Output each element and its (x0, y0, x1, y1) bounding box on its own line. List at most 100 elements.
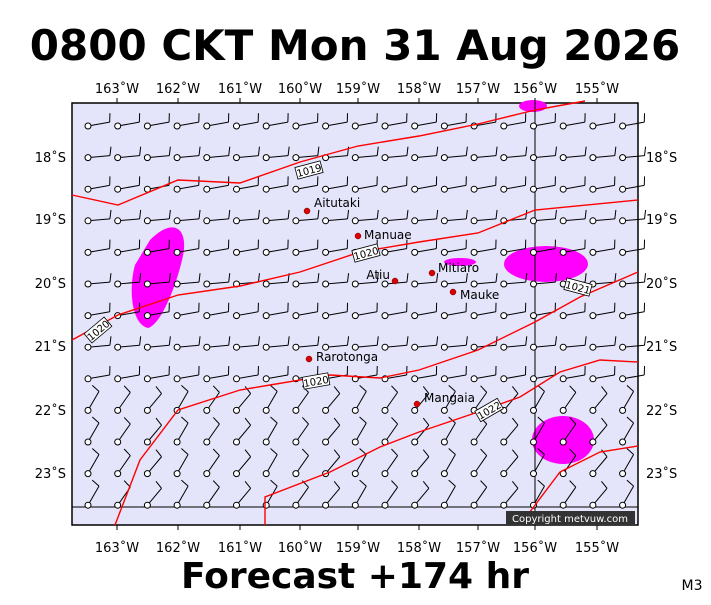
station (234, 249, 240, 255)
station (174, 155, 180, 161)
station (471, 155, 477, 161)
station (204, 471, 210, 477)
place-dot (304, 208, 310, 214)
station (352, 155, 358, 161)
lat-label: 18˚S (35, 150, 66, 166)
lon-label: 161˚W (218, 540, 262, 556)
station (293, 249, 299, 255)
station (531, 313, 537, 319)
lat-label: 21˚S (35, 339, 66, 355)
station (85, 281, 91, 287)
station (590, 313, 596, 319)
place-dot (306, 356, 312, 362)
lat-label: 19˚S (646, 212, 677, 228)
lon-label: 155˚W (575, 81, 619, 97)
station (382, 344, 388, 350)
station (234, 186, 240, 192)
station (144, 376, 150, 382)
station (441, 123, 447, 129)
station (204, 407, 210, 413)
station (204, 344, 210, 350)
station (234, 471, 240, 477)
station (352, 407, 358, 413)
station (382, 313, 388, 319)
station (441, 186, 447, 192)
station (531, 218, 537, 224)
station (441, 376, 447, 382)
lon-label: 156˚W (513, 81, 557, 97)
station (441, 155, 447, 161)
station (590, 407, 596, 413)
station (85, 344, 91, 350)
station (204, 155, 210, 161)
station (471, 439, 477, 445)
station (501, 281, 507, 287)
station (234, 407, 240, 413)
station (115, 376, 121, 382)
lat-label: 20˚S (646, 276, 677, 292)
station (263, 249, 269, 255)
precip-area (504, 246, 588, 282)
station (323, 407, 329, 413)
place-dot (429, 270, 435, 276)
station (412, 376, 418, 382)
station (620, 502, 626, 508)
lon-label: 157˚W (456, 81, 500, 97)
station (263, 155, 269, 161)
station (263, 344, 269, 350)
place-name: Atiu (366, 268, 390, 282)
station (144, 344, 150, 350)
place-name: Mitiaro (438, 261, 479, 275)
station (174, 123, 180, 129)
station (115, 344, 121, 350)
place-name: Rarotonga (316, 350, 378, 364)
station (174, 376, 180, 382)
station (352, 218, 358, 224)
station (293, 407, 299, 413)
station (412, 218, 418, 224)
station (85, 439, 91, 445)
station (293, 344, 299, 350)
station (204, 439, 210, 445)
station (441, 218, 447, 224)
station (501, 313, 507, 319)
station (352, 439, 358, 445)
station (560, 439, 566, 445)
place-dot (392, 278, 398, 284)
station (323, 439, 329, 445)
station (412, 155, 418, 161)
station (620, 249, 626, 255)
station (263, 502, 269, 508)
station (204, 376, 210, 382)
lon-label: 160˚W (278, 540, 322, 556)
place-name: Mangaia (424, 391, 475, 405)
station (144, 407, 150, 413)
place-name: Mauke (460, 288, 499, 302)
station (412, 407, 418, 413)
station (382, 471, 388, 477)
station (531, 439, 537, 445)
lon-label: 159˚W (336, 81, 380, 97)
station (590, 439, 596, 445)
station (85, 155, 91, 161)
station (293, 439, 299, 445)
station (620, 407, 626, 413)
station (85, 186, 91, 192)
station (620, 281, 626, 287)
station (234, 439, 240, 445)
station (501, 123, 507, 129)
lon-label: 162˚W (156, 540, 200, 556)
station (293, 281, 299, 287)
station (115, 249, 121, 255)
lon-label: 162˚W (156, 81, 200, 97)
station (85, 407, 91, 413)
lon-label: 163˚W (95, 540, 139, 556)
station (234, 502, 240, 508)
station (174, 439, 180, 445)
station (263, 313, 269, 319)
place-dot (355, 233, 361, 239)
station (590, 155, 596, 161)
station (323, 218, 329, 224)
station (620, 218, 626, 224)
